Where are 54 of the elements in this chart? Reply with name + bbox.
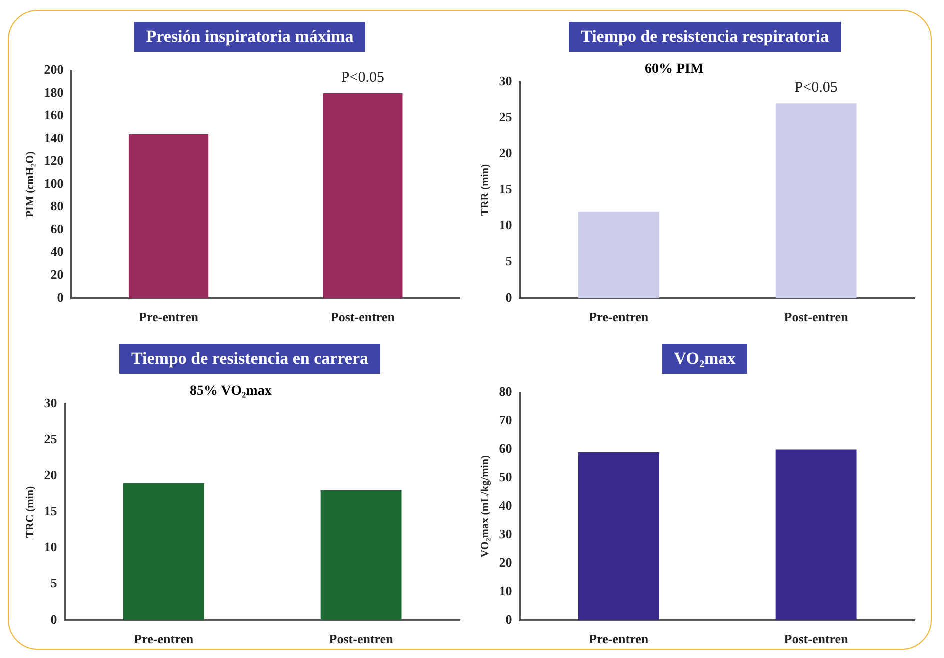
y-tick-label: 100 — [44, 176, 64, 191]
y-axis-title: TRR (min) — [479, 164, 492, 216]
chart-title: Presión inspiratoria máxima — [134, 22, 366, 52]
y-tick-label: 120 — [44, 153, 64, 168]
y-axis-title: PIM (cmH₂O) — [24, 151, 36, 218]
y-tick-label: 200 — [44, 62, 64, 78]
x-tick-label: Post-entren — [329, 632, 394, 647]
y-tick-label: 180 — [44, 84, 64, 100]
y-axis-title: TRC (min) — [24, 486, 36, 538]
y-tick-label: 60 — [499, 441, 512, 456]
y-tick-label: 10 — [499, 583, 512, 598]
y-tick-label: 0 — [506, 290, 512, 305]
y-tick-label: 5 — [50, 576, 58, 591]
x-tick-label: Post-entren — [330, 310, 396, 325]
y-tick-label: 20 — [499, 145, 512, 160]
y-tick-label: 10 — [44, 540, 58, 555]
y-tick-label: 50 — [499, 470, 512, 485]
chart-title: Tiempo de resistencia en carrera — [119, 344, 381, 374]
y-tick-label: 0 — [50, 612, 58, 627]
y-tick-label: 5 — [506, 254, 513, 269]
y-tick-label: 15 — [44, 504, 58, 519]
y-tick-label: 30 — [499, 73, 512, 88]
x-tick-label: Post-entren — [784, 310, 850, 325]
y-tick-label: 15 — [499, 182, 513, 197]
y-tick-label: 80 — [499, 384, 512, 400]
y-tick-label: 70 — [499, 412, 512, 428]
chart-subtitle: 60% PIM — [645, 62, 704, 78]
annotation: P<0.05 — [341, 70, 384, 86]
x-tick-label: Pre-entren — [589, 632, 650, 647]
chart-title: VO₂max — [662, 344, 748, 374]
y-tick-label: 0 — [57, 290, 64, 305]
annotation: P<0.05 — [794, 80, 838, 96]
y-tick-label: 20 — [50, 267, 64, 282]
y-tick-label: 60 — [50, 221, 64, 236]
x-tick-label: Pre-entren — [589, 310, 650, 325]
y-tick-label: 40 — [499, 498, 512, 513]
y-tick-label: 10 — [499, 218, 512, 233]
y-tick-label: 160 — [44, 108, 64, 123]
x-tick-label: Pre-entren — [134, 632, 194, 647]
y-tick-label: 40 — [50, 244, 64, 260]
y-tick-label: 20 — [499, 554, 512, 570]
y-tick-label: 80 — [50, 198, 64, 214]
y-axis-title: VO₂max (mL/kg/min) — [479, 455, 492, 558]
y-tick-label: 20 — [44, 467, 58, 482]
y-tick-label: 30 — [499, 526, 512, 542]
y-tick-label: 30 — [44, 395, 58, 410]
y-tick-label: 140 — [44, 130, 64, 146]
chart-subtitle: 85% VO₂max — [190, 384, 272, 400]
x-tick-label: Pre-entren — [139, 310, 200, 325]
y-tick-label: 25 — [44, 431, 58, 446]
y-tick-label: 0 — [506, 612, 512, 627]
x-tick-label: Post-entren — [784, 632, 850, 647]
y-tick-label: 25 — [499, 109, 513, 124]
chart-title: Tiempo de resistencia respiratoria — [569, 22, 841, 52]
